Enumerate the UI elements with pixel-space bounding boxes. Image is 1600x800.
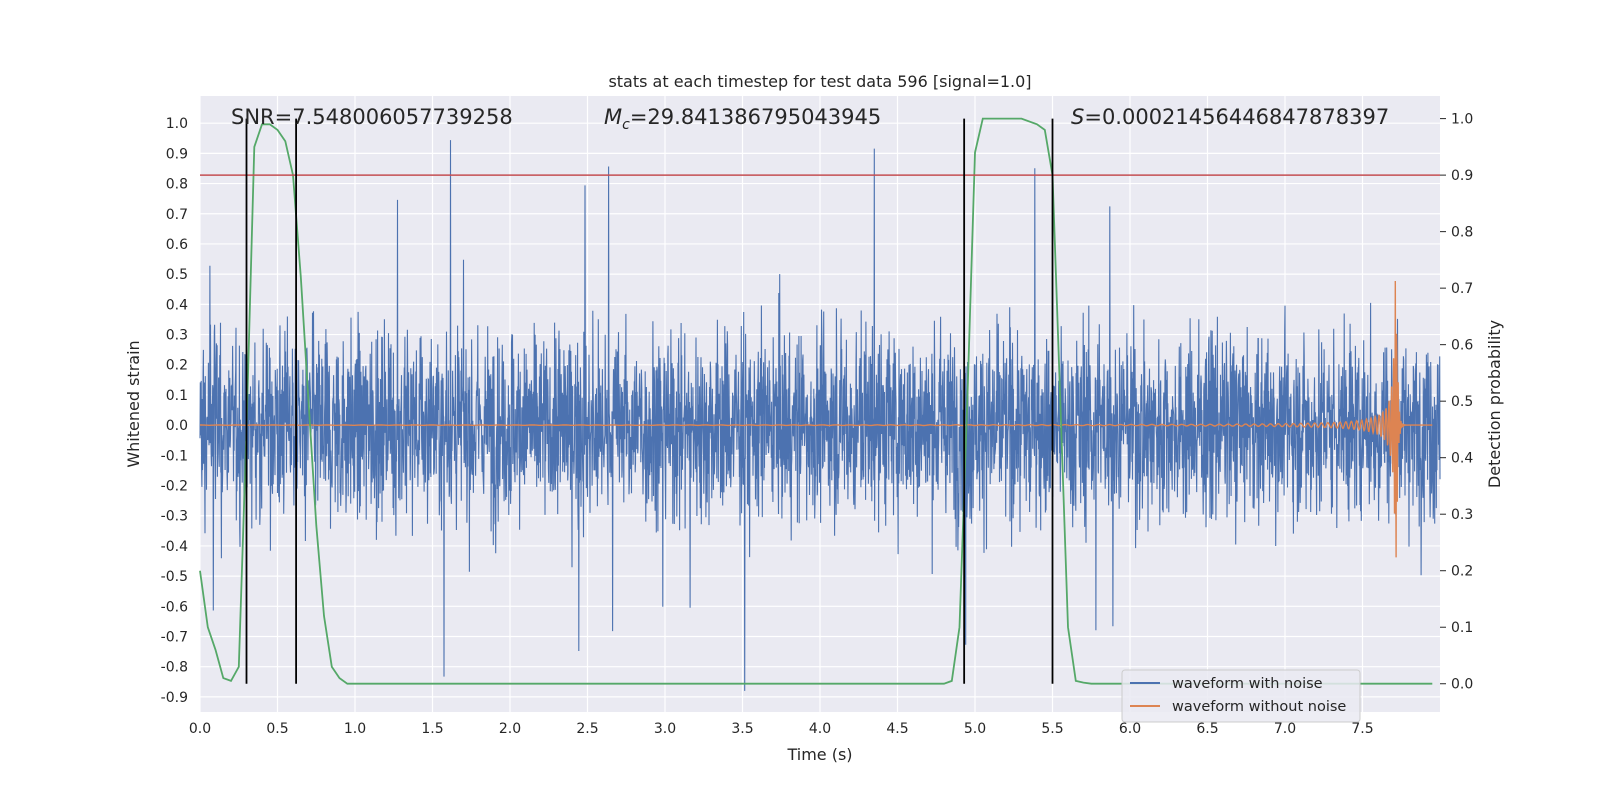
s-annotation: S=0.00021456446847878397 [1071, 105, 1389, 129]
series-detection-probability [199, 117, 1433, 685]
y-left-tick-label: -0.4 [161, 539, 188, 555]
y-left-tick-label: 0.5 [166, 267, 188, 283]
s-symbol: S [1071, 105, 1084, 129]
chirp-mass-value: =29.841386795043945 [630, 105, 881, 129]
y-left-tick-label: -0.2 [161, 479, 188, 495]
x-tick-label: 1.0 [344, 721, 366, 737]
x-tick-label: 7.0 [1274, 721, 1296, 737]
s-value: =0.00021456446847878397 [1084, 105, 1389, 129]
y-left-tick-label: -0.7 [161, 630, 188, 646]
x-tick-label: 0.0 [189, 721, 211, 737]
y-left-tick-label: 0.9 [166, 146, 188, 162]
y-right-tick-label: 0.1 [1451, 620, 1473, 636]
y-right-tick-label: 0.2 [1451, 564, 1473, 580]
y-left-tick-label: 0.1 [166, 388, 188, 404]
noisy-waveform-line [199, 140, 1441, 691]
x-tick-label: 1.5 [421, 721, 443, 737]
y-right-tick-label: 0.0 [1451, 677, 1473, 693]
y-left-tick-label: 0.3 [166, 328, 188, 344]
y-left-tick-label: 0.4 [166, 297, 188, 313]
chirp-mass-symbol: M [604, 105, 622, 129]
x-axis-label: Time (s) [786, 745, 852, 764]
y-left-axis-label: Whitened strain [124, 340, 143, 467]
y-right-tick-label: 0.8 [1451, 225, 1473, 241]
y-left-tick-label: 0.0 [166, 418, 188, 434]
y-left-tick-label: -0.5 [161, 569, 188, 585]
y-left-tick-label: 0.7 [166, 207, 188, 223]
x-tick-label: 6.5 [1196, 721, 1218, 737]
y-right-tick-label: 0.6 [1451, 338, 1473, 354]
legend: waveform with noise waveform without noi… [1121, 669, 1361, 723]
y-right-tick-label: 0.7 [1451, 281, 1473, 297]
x-tick-label: 2.5 [576, 721, 598, 737]
x-axis-ticks: 0.0 0.5 1.0 1.5 2.0 2.5 3.0 3.5 4.0 4.5 5.0 5.5 6.0 6… [189, 721, 1374, 737]
x-tick-label: 3.5 [731, 721, 753, 737]
x-tick-label: 4.5 [886, 721, 908, 737]
chart-title: stats at each timestep for test data 596… [608, 72, 1031, 91]
series-waveform-with-noise [199, 140, 1441, 691]
y-right-tick-label: 0.3 [1451, 507, 1473, 523]
detection-probability-line [199, 117, 1433, 685]
vertical-markers [245, 118, 1054, 684]
y-right-tick-label: 0.5 [1451, 394, 1473, 410]
y-right-tick-label: 0.4 [1451, 451, 1473, 467]
y-right-axis-ticks: 1.0 0.9 0.8 0.7 0.6 0.5 0.4 0.3 0.2 0.1 0.0 [1440, 112, 1473, 693]
snr-annotation: SNR=7.548006057739258 [231, 105, 513, 129]
y-right-axis-label: Detection probability [1485, 320, 1504, 488]
y-left-tick-label: -0.1 [161, 448, 188, 464]
legend-box [1121, 669, 1361, 723]
y-left-tick-label: 0.2 [166, 358, 188, 374]
x-tick-label: 7.5 [1351, 721, 1373, 737]
x-tick-label: 5.0 [964, 721, 986, 737]
x-tick-label: 2.0 [499, 721, 521, 737]
x-tick-label: 0.5 [266, 721, 288, 737]
x-tick-label: 5.5 [1041, 721, 1063, 737]
y-left-tick-label: -0.3 [161, 509, 188, 525]
series-waveform-without-noise [200, 280, 1433, 558]
y-right-tick-label: 1.0 [1451, 112, 1473, 128]
legend-label-clean: waveform without noise [1172, 699, 1346, 715]
y-left-tick-label: 0.8 [166, 177, 188, 193]
y-right-tick-label: 0.9 [1451, 168, 1473, 184]
y-left-tick-label: 1.0 [166, 116, 188, 132]
x-tick-label: 6.0 [1119, 721, 1141, 737]
y-left-tick-label: -0.6 [161, 599, 188, 615]
y-left-tick-label: 0.6 [166, 237, 188, 253]
y-left-tick-label: -0.9 [161, 690, 188, 706]
x-tick-label: 3.0 [654, 721, 676, 737]
legend-label-noisy: waveform with noise [1172, 676, 1323, 692]
clean-waveform-line [200, 280, 1433, 558]
y-left-tick-label: -0.8 [161, 660, 188, 676]
y-left-axis-ticks: 1.0 0.9 0.8 0.7 0.6 0.5 0.4 0.3 0.2 0.1 0.0 -0.1 -0.… [161, 116, 188, 706]
chirp-mass-annotation: Mc=29.841386795043945 [604, 105, 881, 133]
chirp-mass-subscript: c [622, 117, 630, 133]
x-tick-label: 4.0 [809, 721, 831, 737]
